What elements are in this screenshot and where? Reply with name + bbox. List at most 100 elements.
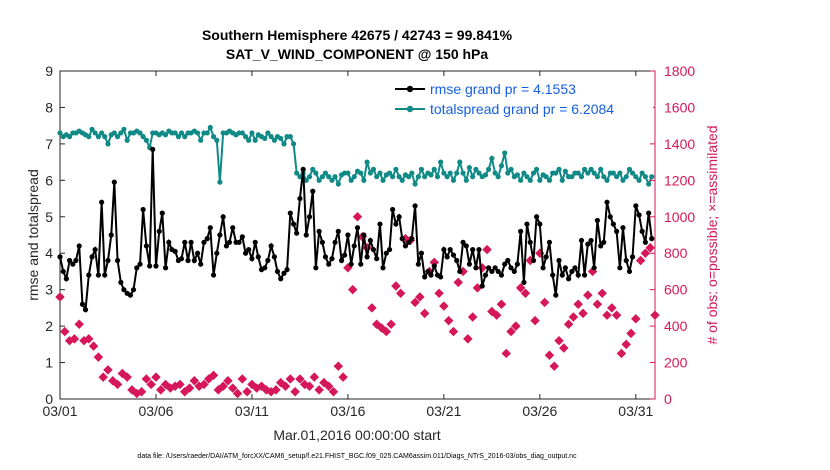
rmse-point [498,272,505,278]
rmse-point [284,267,290,273]
obs-assimilated-marker [487,306,497,317]
y-tick-label-left: 6 [45,172,53,188]
totalspread-point [265,130,271,136]
obs-assimilated-shape [256,381,267,391]
obs-assimilated-marker [371,319,382,330]
totalspread-point [361,177,367,183]
obs-assimilated-marker [391,281,401,291]
obs-assimilated-shape [626,328,636,339]
totalspread-point [594,174,601,180]
rmse-point [358,261,364,267]
obs-assimilated-marker [237,374,248,384]
totalspread-point [367,170,373,176]
rmse-point [134,265,140,271]
totalspread-point [502,150,508,156]
obs-assimilated-shape [228,383,238,393]
totalspread-point [620,177,626,183]
rmse-point [367,237,373,244]
rmse-point [220,214,226,220]
obs-assimilated-shape [448,326,459,337]
y-axis-label-left: rmse and totalspread [25,169,41,301]
obs-assimilated-shape [60,326,70,337]
obs-assimilated-marker [554,335,564,346]
totalspread-point [204,130,210,136]
rmse-point [626,268,633,275]
obs-assimilated-marker [93,352,104,362]
totalspread-point [412,181,418,187]
obs-assimilated-marker [640,248,651,258]
obs-assimilated-shape [122,372,132,382]
rmse-point [114,257,121,264]
obs-assimilated-marker [117,368,128,379]
obs-assimilated-marker [535,248,545,258]
obs-assimilated-shape [395,288,406,299]
totalspread-point [533,166,540,172]
y-tick-label-left: 3 [45,282,53,298]
obs-assimilated-shape [247,379,257,390]
rmse-point [610,221,616,227]
rmse-line [59,149,653,313]
obs-assimilated-shape [645,243,655,253]
obs-assimilated-marker [328,386,339,397]
obs-assimilated-marker [69,334,80,344]
totalspread-point [646,181,652,187]
obs-assimilated-shape [208,370,219,381]
totalspread-point [591,170,597,176]
totalspread-point [105,141,111,147]
x-tick-label: 03/06 [138,403,173,419]
totalspread-point [629,170,636,176]
obs-assimilated-shape [319,377,329,388]
totalspread-point [271,137,277,143]
obs-assimilated-marker [539,297,550,308]
rmse-point [66,257,73,264]
rmse-point [326,261,332,267]
rmse-point [246,246,252,253]
rmse-point [265,257,271,264]
totalspread-point [195,130,201,136]
rmse-point [319,239,325,245]
y-tick-label-right: 1400 [664,136,695,152]
rmse-point [274,268,281,275]
totalspread-point [623,174,629,180]
totalspread-point [639,170,645,176]
totalspread-point [601,174,607,180]
totalspread-point [207,124,213,131]
rmse-point [300,166,306,172]
rmse-point [441,246,447,253]
y-tick-label-right: 0 [664,391,672,407]
obs-assimilated-marker [386,319,396,330]
obs-assimilated-shape [160,379,171,390]
rmse-point [533,214,540,220]
rmse-point [130,287,137,293]
obs-assimilated-shape [367,303,377,313]
totalspread-point [310,166,316,172]
obs-assimilated-shape [117,368,128,379]
obs-assimilated-shape [611,310,622,320]
legend-box [390,76,653,120]
rmse-point [147,263,153,269]
totalspread-point [537,177,543,183]
y-tick-label-left: 0 [45,391,53,407]
obs-assimilated-shape [568,312,579,322]
legend-spread-marker [406,105,414,113]
obs-assimilated-marker [597,288,607,299]
rmse-point [380,265,386,271]
obs-assimilated-marker [213,385,224,395]
totalspread-point [358,170,364,176]
totalspread-point [492,170,498,176]
rmse-point [473,265,479,271]
totalspread-point [470,174,476,180]
rmse-point [633,203,639,209]
obs-assimilated-marker [275,377,286,388]
obs-assimilated-shape [271,385,281,395]
rmse-point [140,206,146,213]
obs-assimilated-shape [108,376,118,386]
rmse-point [460,239,466,245]
obs-assimilated-marker [616,348,627,359]
legend-rmse-marker [406,85,414,93]
y-tick-label-right: 1600 [664,99,695,115]
rmse-point [578,237,585,244]
obs-assimilated-marker [295,374,305,384]
totalspread-point [393,166,399,172]
y-tick-label-right: 400 [664,318,688,334]
